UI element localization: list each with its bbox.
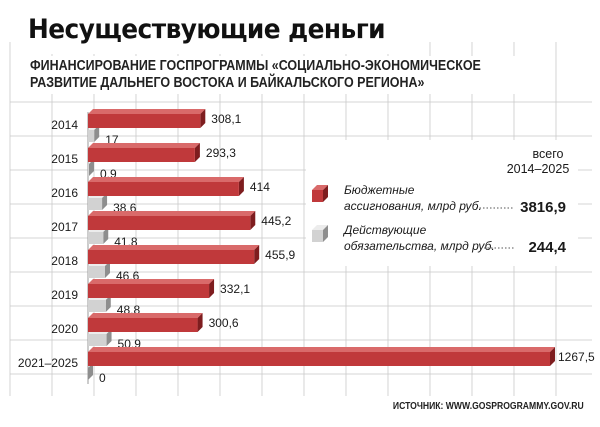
bar-budget-front <box>88 318 198 332</box>
data-label-budget: 445,2 <box>261 214 291 228</box>
legend-total-caption-2: 2014–2025 <box>507 162 570 176</box>
subtitle-line-2: РАЗВИТИЕ ДАЛЬНЕГО ВОСТОКА И БАЙКАЛЬСКОГО… <box>30 75 425 91</box>
legend-label-line1: Бюджетные <box>344 183 415 197</box>
bar-budget-side <box>200 109 206 128</box>
data-label-budget: 414 <box>250 180 270 194</box>
bar-budget-side <box>250 211 256 230</box>
bar-budget-front <box>88 182 239 196</box>
bar-budget <box>88 279 215 298</box>
bar-budget-top <box>88 109 206 114</box>
bar-budget-front <box>88 284 210 298</box>
bar-obligations-front <box>88 198 103 210</box>
title-panel <box>22 14 394 54</box>
legend-panel <box>306 140 578 266</box>
bar-budget-side <box>254 245 260 264</box>
source-panel <box>380 396 596 418</box>
bar-budget <box>88 313 203 332</box>
data-label-budget: 332,1 <box>220 282 250 296</box>
subtitle-line-1: ФИНАНСИРОВАНИЕ ГОСПРОГРАММЫ «СОЦИАЛЬНО-Э… <box>30 58 481 74</box>
source-note: ИСТОЧНИК: WWW.GOSPROGRAMMY.GOV.RU <box>393 400 584 412</box>
bar-obligations <box>88 363 93 380</box>
legend-swatch-front <box>312 190 323 202</box>
bar-obligations-side <box>94 125 100 142</box>
chart-title: Несуществующие деньги <box>28 14 386 45</box>
bar-obligations-front <box>88 232 104 244</box>
bar-obligations-front <box>88 130 95 142</box>
bar-obligations-front <box>88 334 107 346</box>
bar-obligations-side <box>103 227 109 244</box>
bar-budget-top <box>88 347 555 352</box>
bar-budget-front <box>88 216 251 230</box>
bar-obligations-side <box>106 329 112 346</box>
category-label: 2015 <box>51 152 78 166</box>
category-label: 2017 <box>51 220 78 234</box>
bar-budget <box>88 347 555 366</box>
data-label-obligations: 0 <box>99 371 106 385</box>
bar-budget-side <box>197 313 203 332</box>
bar-obligations-side <box>102 193 108 210</box>
legend-swatch <box>312 185 328 202</box>
bar-obligations-side <box>88 363 93 380</box>
category-label: 2014 <box>51 118 78 132</box>
bar-obligations-side <box>104 261 110 278</box>
legend-swatch-side <box>323 225 328 242</box>
bar-budget-top <box>88 177 244 182</box>
bar-budget <box>88 109 206 128</box>
data-label-budget: 300,6 <box>209 316 239 330</box>
subtitle-panel <box>26 56 522 94</box>
legend-swatch-front <box>312 230 323 242</box>
category-label: 2018 <box>51 254 78 268</box>
legend-total-value: 244,4 <box>528 239 566 256</box>
data-label-budget: 293,3 <box>206 146 236 160</box>
bar-obligations-front <box>88 266 105 278</box>
category-label: 2021–2025 <box>18 356 78 370</box>
legend-swatch-side <box>323 185 328 202</box>
legend-swatch-top <box>312 225 328 230</box>
bar-budget-top <box>88 313 203 318</box>
legend-label-line1: Действующие <box>342 223 427 237</box>
bar-budget-top <box>88 143 200 148</box>
bar-budget-side <box>238 177 244 196</box>
legend-label-line2: ассигнования, млрд руб. <box>344 199 482 213</box>
bar-budget <box>88 245 260 264</box>
bar-budget-top <box>88 279 215 284</box>
data-label-budget: 1267,5 <box>558 350 595 364</box>
bar-budget-front <box>88 114 201 128</box>
bar-budget-top <box>88 245 260 250</box>
bar-budget-front <box>88 250 255 264</box>
bar-budget <box>88 177 244 196</box>
category-label: 2019 <box>51 288 78 302</box>
legend-total-value: 3816,9 <box>520 199 566 216</box>
bar-budget-top <box>88 211 256 216</box>
bar-budget-front <box>88 148 195 162</box>
bar-budget <box>88 143 200 162</box>
legend-label-line2: обязательства, млрд руб. <box>344 239 495 253</box>
category-label: 2016 <box>51 186 78 200</box>
bar-obligations-side <box>105 295 111 312</box>
bar-budget-front <box>88 352 550 366</box>
legend-total-caption-1: всего <box>533 147 564 161</box>
bar-budget <box>88 211 256 230</box>
chart-subtitle: ФИНАНСИРОВАНИЕ ГОСПРОГРАММЫ «СОЦИАЛЬНО-Э… <box>30 58 512 92</box>
bar-budget-side <box>550 347 555 366</box>
data-label-budget: 455,9 <box>265 248 295 262</box>
data-label-budget: 308,1 <box>211 112 241 126</box>
legend-swatch-top <box>312 185 328 190</box>
legend-swatch <box>312 225 328 242</box>
category-label: 2020 <box>51 322 78 336</box>
bar-obligations-side <box>89 159 94 176</box>
bar-obligations-front <box>88 300 106 312</box>
bar-obligations-front <box>88 164 89 176</box>
bar-budget-side <box>209 279 215 298</box>
bar-budget-side <box>194 143 200 162</box>
